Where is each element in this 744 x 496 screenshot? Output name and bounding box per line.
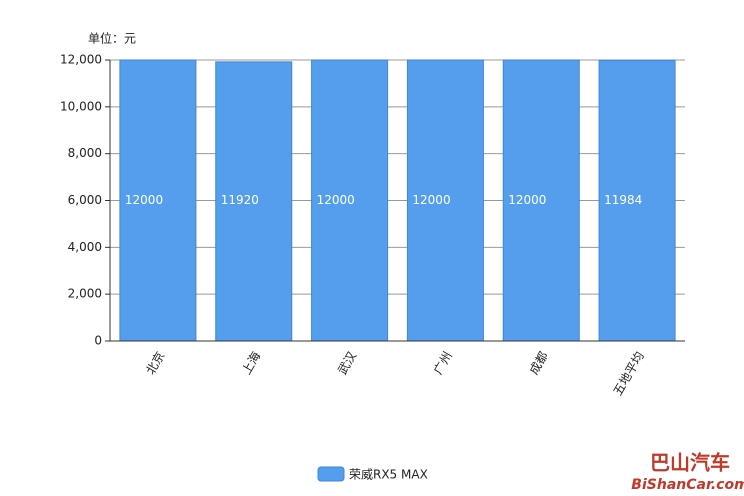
x-tick-label: 上海 [238,349,263,377]
watermark-site: BiShanCar.com [631,477,744,493]
value-label: 12000 [317,193,355,207]
x-tick-label: 五地平均 [611,349,647,398]
value-label: 11920 [221,193,259,207]
x-tick-label: 成都 [527,349,551,377]
y-tick-label: 12,000 [60,53,102,67]
y-tick-label: 2,000 [68,287,102,301]
watermark-name: 巴山汽车 [650,451,730,475]
y-tick-label: 6,000 [68,193,102,207]
value-label: 12000 [412,193,450,207]
x-tick-label: 武汉 [335,349,359,377]
bar [406,59,484,342]
legend-swatch [317,466,345,482]
y-tick-label: 8,000 [68,146,102,160]
y-tick-label: 0 [94,334,102,348]
unit-label: 单位：元 [88,31,136,46]
bar [502,59,580,342]
x-tick-label: 广州 [431,349,455,377]
bar [598,59,676,342]
bar [119,59,197,342]
legend-label: 荣威RX5 MAX [349,468,428,482]
x-tick-label: 北京 [143,349,167,377]
y-tick-label: 4,000 [68,240,102,254]
value-label: 11984 [604,193,642,207]
value-label: 12000 [508,193,546,207]
bar [311,59,389,342]
bar [215,61,293,342]
y-tick-label: 10,000 [60,99,102,113]
value-label: 12000 [125,193,163,207]
